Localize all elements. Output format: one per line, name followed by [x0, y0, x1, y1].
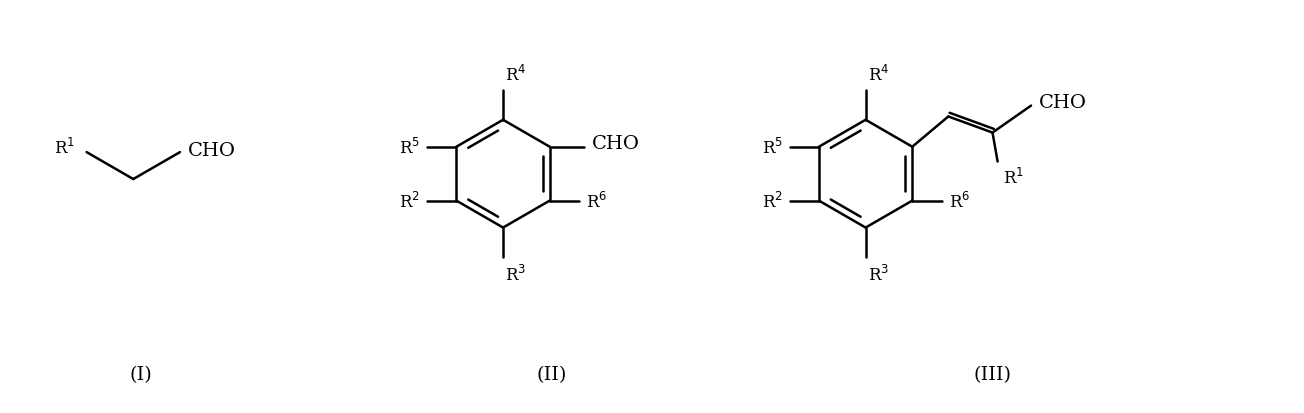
- Text: (II): (II): [537, 366, 567, 384]
- Text: CHO: CHO: [592, 135, 640, 152]
- Text: R$^5$: R$^5$: [762, 138, 782, 157]
- Text: R$^4$: R$^4$: [867, 64, 889, 84]
- Text: R$^2$: R$^2$: [762, 191, 782, 211]
- Text: R$^3$: R$^3$: [867, 264, 889, 284]
- Text: R$^5$: R$^5$: [399, 138, 420, 157]
- Text: R$^3$: R$^3$: [505, 264, 527, 284]
- Text: R$^1$: R$^1$: [53, 138, 74, 158]
- Text: R$^4$: R$^4$: [505, 64, 527, 84]
- Text: (I): (I): [129, 366, 151, 384]
- Text: R$^1$: R$^1$: [1003, 167, 1024, 187]
- Text: CHO: CHO: [188, 142, 236, 160]
- Text: CHO: CHO: [1039, 93, 1086, 112]
- Text: R$^6$: R$^6$: [948, 191, 970, 211]
- Text: R$^6$: R$^6$: [585, 191, 608, 211]
- Text: R$^2$: R$^2$: [399, 191, 420, 211]
- Text: (III): (III): [974, 366, 1012, 384]
